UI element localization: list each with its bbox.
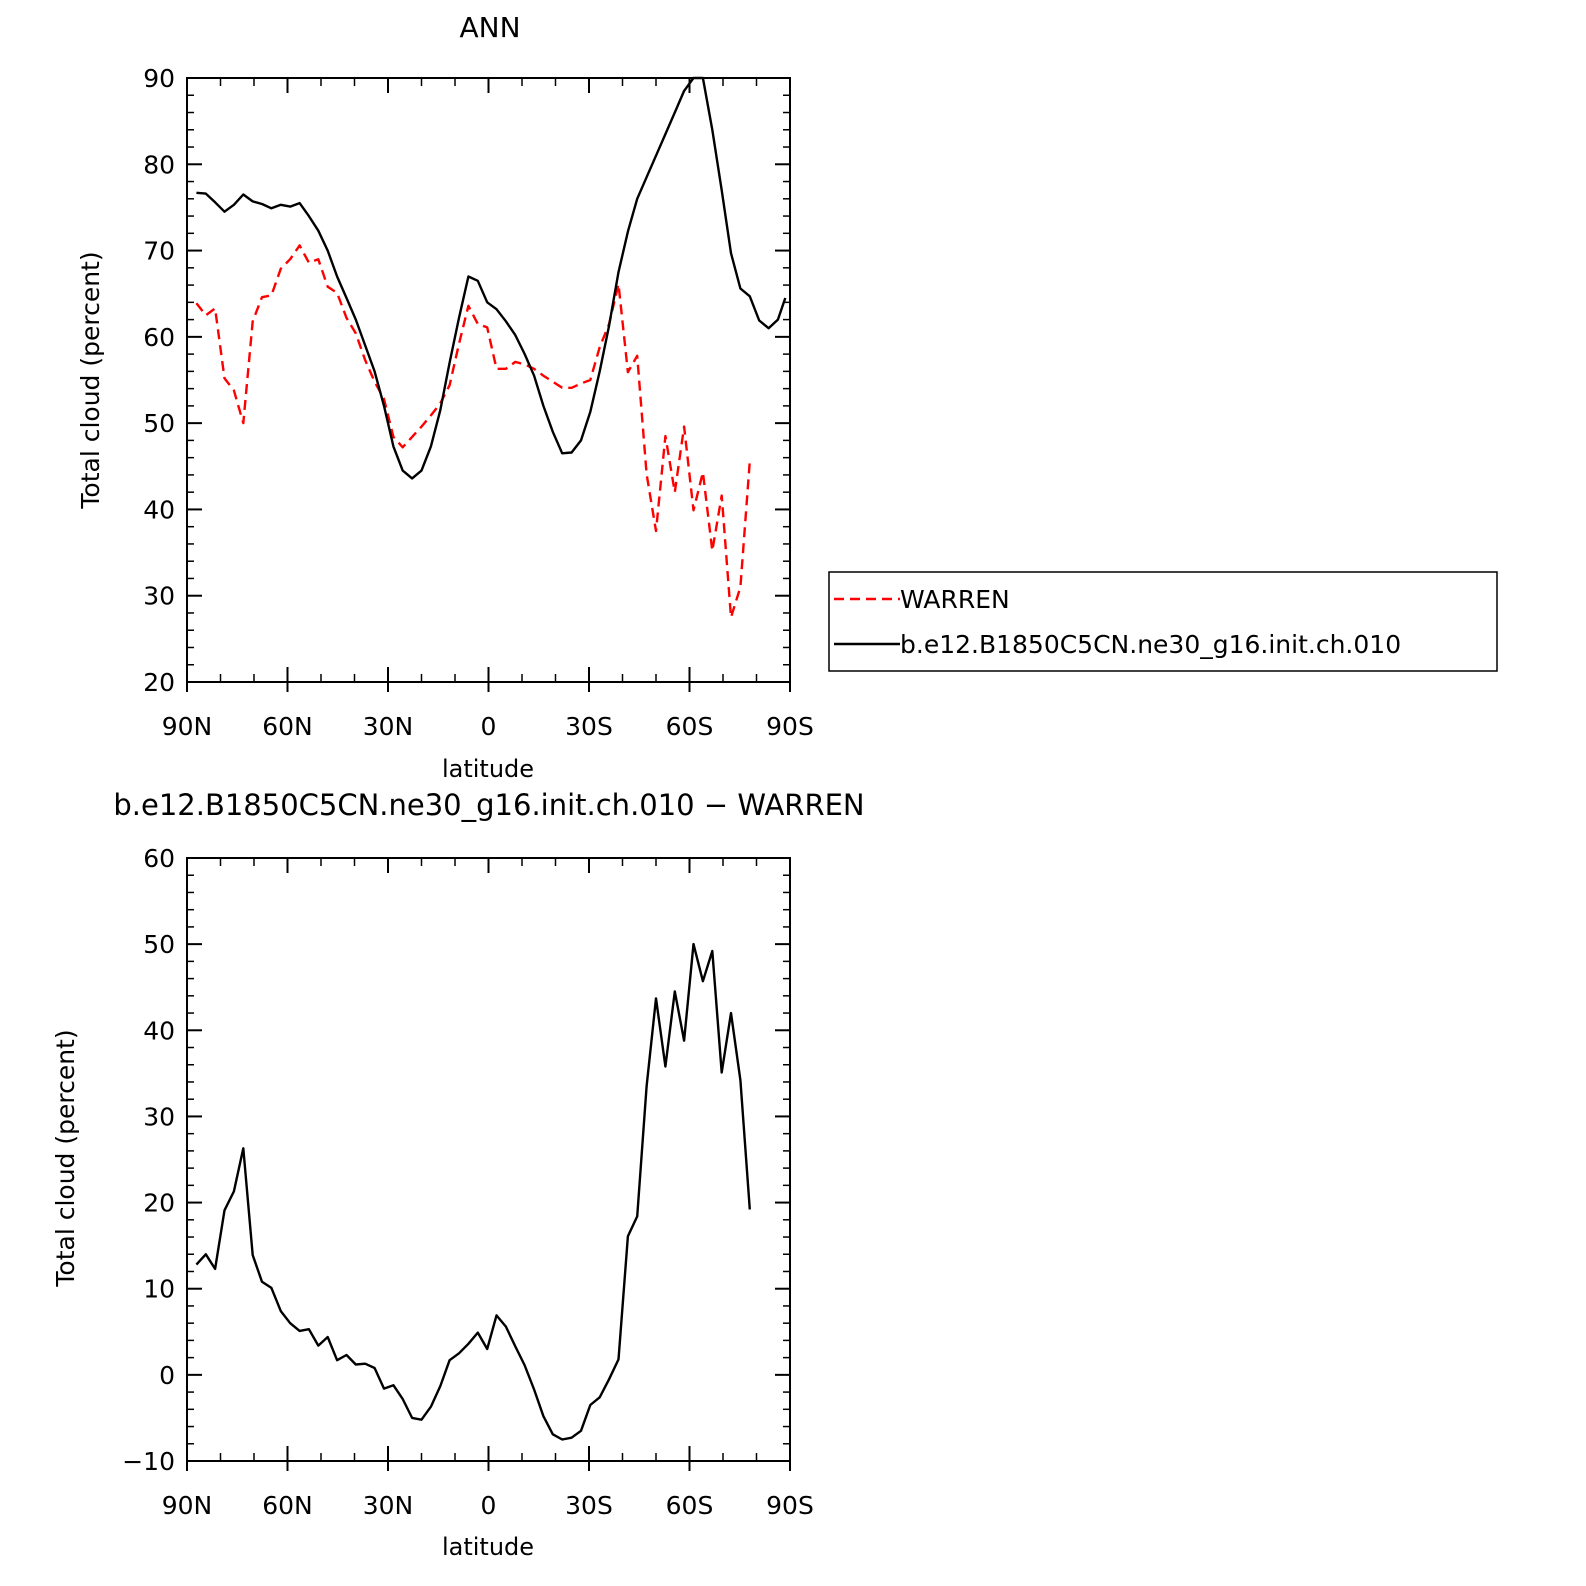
chart-bottom-series [195,942,751,1441]
legend-label-model: b.e12.B1850C5CN.ne30_g16.init.ch.010 [900,630,1401,659]
x-tick-label: 30N [363,712,414,741]
y-tick-label: 50 [143,930,175,959]
x-tick-label: 60N [262,1491,313,1520]
x-tick-label: 60S [666,1491,714,1520]
chart-bottom-y-tick-labels: −10 0 10 20 30 40 50 60 [122,844,175,1476]
chart-top-x-tick-labels: 90N 60N 30N 0 30S 60S 90S [162,712,814,741]
y-tick-label: 30 [143,1102,175,1131]
x-tick-label: 30S [565,712,613,741]
x-tick-label: 90S [766,712,814,741]
x-tick-label: 60S [666,712,714,741]
chart-top-y-axis-label: Total cloud (percent) [76,251,105,509]
chart-bottom-title: b.e12.B1850C5CN.ne30_g16.init.ch.010 − W… [113,788,864,822]
chart-top-frame [186,77,791,683]
y-tick-label: 90 [143,64,175,93]
series-line-bottom-0 [195,942,751,1441]
y-tick-label: 60 [143,323,175,352]
y-tick-label: 20 [143,668,175,697]
x-tick-label: 0 [481,1491,497,1520]
legend-label-warren: WARREN [900,585,1010,614]
chart-bottom-frame [186,857,791,1462]
series-line-top-0 [195,244,751,619]
legend-box [828,571,1498,672]
x-tick-label: 30S [565,1491,613,1520]
y-tick-label: 20 [143,1189,175,1218]
y-tick-label: 50 [143,409,175,438]
legend: WARREN b.e12.B1850C5CN.ne30_g16.init.ch.… [828,571,1498,672]
chart-top-x-axis-label: latitude [442,755,534,783]
x-tick-label: 90N [162,1491,213,1520]
chart-bottom-x-tick-labels: 90N 60N 30N 0 30S 60S 90S [162,1491,814,1520]
y-tick-label: 40 [143,495,175,524]
chart-bottom-ticks [186,857,791,1471]
y-tick-label: 0 [159,1361,175,1390]
chart-top-title: ANN [459,11,520,44]
chart-bottom: b.e12.B1850C5CN.ne30_g16.init.ch.010 − W… [51,788,865,1561]
chart-top-y-tick-labels: 20 30 40 50 60 70 80 90 [143,64,175,697]
y-tick-label: 40 [143,1016,175,1045]
chart-top-series [195,76,787,619]
y-tick-label: 70 [143,237,175,266]
chart-bottom-x-axis-label: latitude [442,1533,534,1561]
y-tick-label: 80 [143,150,175,179]
x-tick-label: 60N [262,712,313,741]
chart-top: ANN 20 30 40 50 60 70 80 90 90N 60N 30N 0 30S 60S 90S… [76,11,814,783]
series-line-top-1 [196,76,787,480]
x-tick-label: 90S [766,1491,814,1520]
x-tick-label: 30N [363,1491,414,1520]
y-tick-label: 60 [143,844,175,873]
x-tick-label: 90N [162,712,213,741]
y-tick-label: 30 [143,582,175,611]
chart-top-ticks [186,77,791,692]
y-tick-label: −10 [122,1447,175,1476]
chart-bottom-y-axis-label: Total cloud (percent) [51,1029,80,1287]
x-tick-label: 0 [481,712,497,741]
y-tick-label: 10 [143,1275,175,1304]
